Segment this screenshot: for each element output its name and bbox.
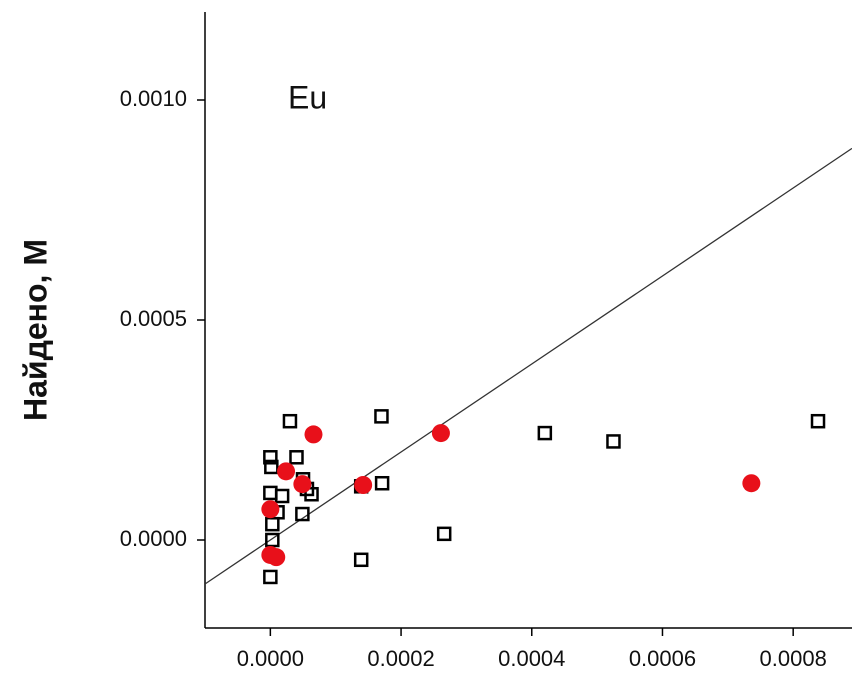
y-tick-label: 0.0010 xyxy=(120,86,187,111)
circle-marker xyxy=(431,424,450,443)
square-marker xyxy=(537,425,553,441)
square-marker xyxy=(606,434,621,449)
circle-marker xyxy=(293,475,312,494)
square-marker xyxy=(263,450,278,465)
square-marker xyxy=(374,409,389,424)
y-tick-label: 0.0005 xyxy=(120,306,187,331)
annotation: Eu xyxy=(288,79,327,115)
square-marker xyxy=(289,450,304,465)
square-marker xyxy=(282,413,298,429)
circle-marker xyxy=(742,474,761,493)
circle-marker xyxy=(277,462,296,481)
y-axis-label: Найдено, М xyxy=(17,239,53,421)
square-marker xyxy=(274,488,290,504)
square-marker xyxy=(265,516,280,532)
y-tick-label: 0.0000 xyxy=(120,526,187,551)
circle-marker xyxy=(304,425,323,444)
square-marker xyxy=(295,506,310,522)
x-tick-label: 0.0006 xyxy=(629,646,696,671)
square-marker xyxy=(304,486,319,502)
square-marker xyxy=(353,552,369,568)
plot-area xyxy=(205,147,852,585)
reference-line xyxy=(205,147,852,585)
x-tick-label: 0.0004 xyxy=(498,646,565,671)
x-tick-label: 0.0008 xyxy=(760,646,827,671)
square-marker xyxy=(264,459,279,475)
circle-marker xyxy=(261,500,280,519)
square-marker xyxy=(263,485,278,501)
square-marker xyxy=(265,532,280,548)
square-marker xyxy=(810,413,826,429)
x-tick-label: 0.0002 xyxy=(367,646,434,671)
circle-marker xyxy=(267,548,286,567)
square-marker xyxy=(374,475,390,491)
circle-marker xyxy=(354,476,373,494)
square-marker xyxy=(436,526,452,542)
square-marker xyxy=(263,569,278,585)
x-tick-label: 0.0000 xyxy=(237,646,304,671)
